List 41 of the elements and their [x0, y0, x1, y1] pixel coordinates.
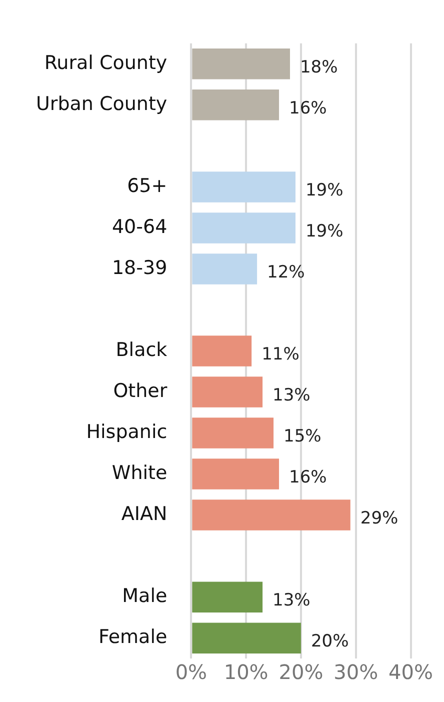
y-tick-label: Rural County	[44, 52, 168, 74]
y-tick-label: Other	[113, 380, 168, 402]
y-tick-label: Female	[98, 626, 168, 648]
data-label: 29%	[360, 508, 398, 528]
y-tick-label: AIAN	[121, 502, 168, 525]
y-tick-label: White	[112, 462, 168, 484]
bar	[192, 376, 263, 408]
y-tick-label: 65+	[127, 174, 168, 197]
bar	[192, 336, 252, 366]
bar	[192, 212, 296, 244]
y-tick-label: Black	[116, 338, 168, 361]
y-tick-label: 18-39	[112, 256, 168, 279]
data-label: 20%	[310, 632, 349, 652]
data-label: 15%	[284, 426, 322, 446]
bar	[192, 500, 350, 530]
x-tick-label: 0%	[175, 660, 208, 684]
y-tick-label: Urban County	[36, 92, 168, 115]
bar	[192, 622, 301, 654]
x-tick-label: 30%	[334, 660, 378, 684]
data-label: 19%	[305, 221, 344, 242]
x-tick-label: 20%	[278, 660, 324, 684]
data-label: 18%	[300, 57, 338, 78]
data-label: 11%	[262, 344, 300, 364]
bar	[192, 172, 296, 202]
data-label: 13%	[272, 385, 310, 406]
bar	[192, 582, 263, 612]
bar	[192, 418, 274, 448]
bar	[192, 254, 258, 284]
y-tick-label: Hispanic	[86, 420, 168, 443]
y-tick-label: 40-64	[112, 216, 168, 238]
data-label: 13%	[272, 590, 310, 610]
bar	[192, 458, 280, 490]
data-label: 16%	[289, 98, 327, 118]
data-label: 16%	[289, 467, 327, 488]
bar	[192, 90, 280, 120]
y-tick-label: Male	[122, 585, 168, 608]
data-label: 12%	[267, 262, 305, 282]
x-tick-label: 40%	[388, 660, 433, 684]
bar	[192, 48, 290, 80]
x-tick-label: 10%	[224, 660, 268, 684]
data-label: 19%	[305, 180, 344, 200]
